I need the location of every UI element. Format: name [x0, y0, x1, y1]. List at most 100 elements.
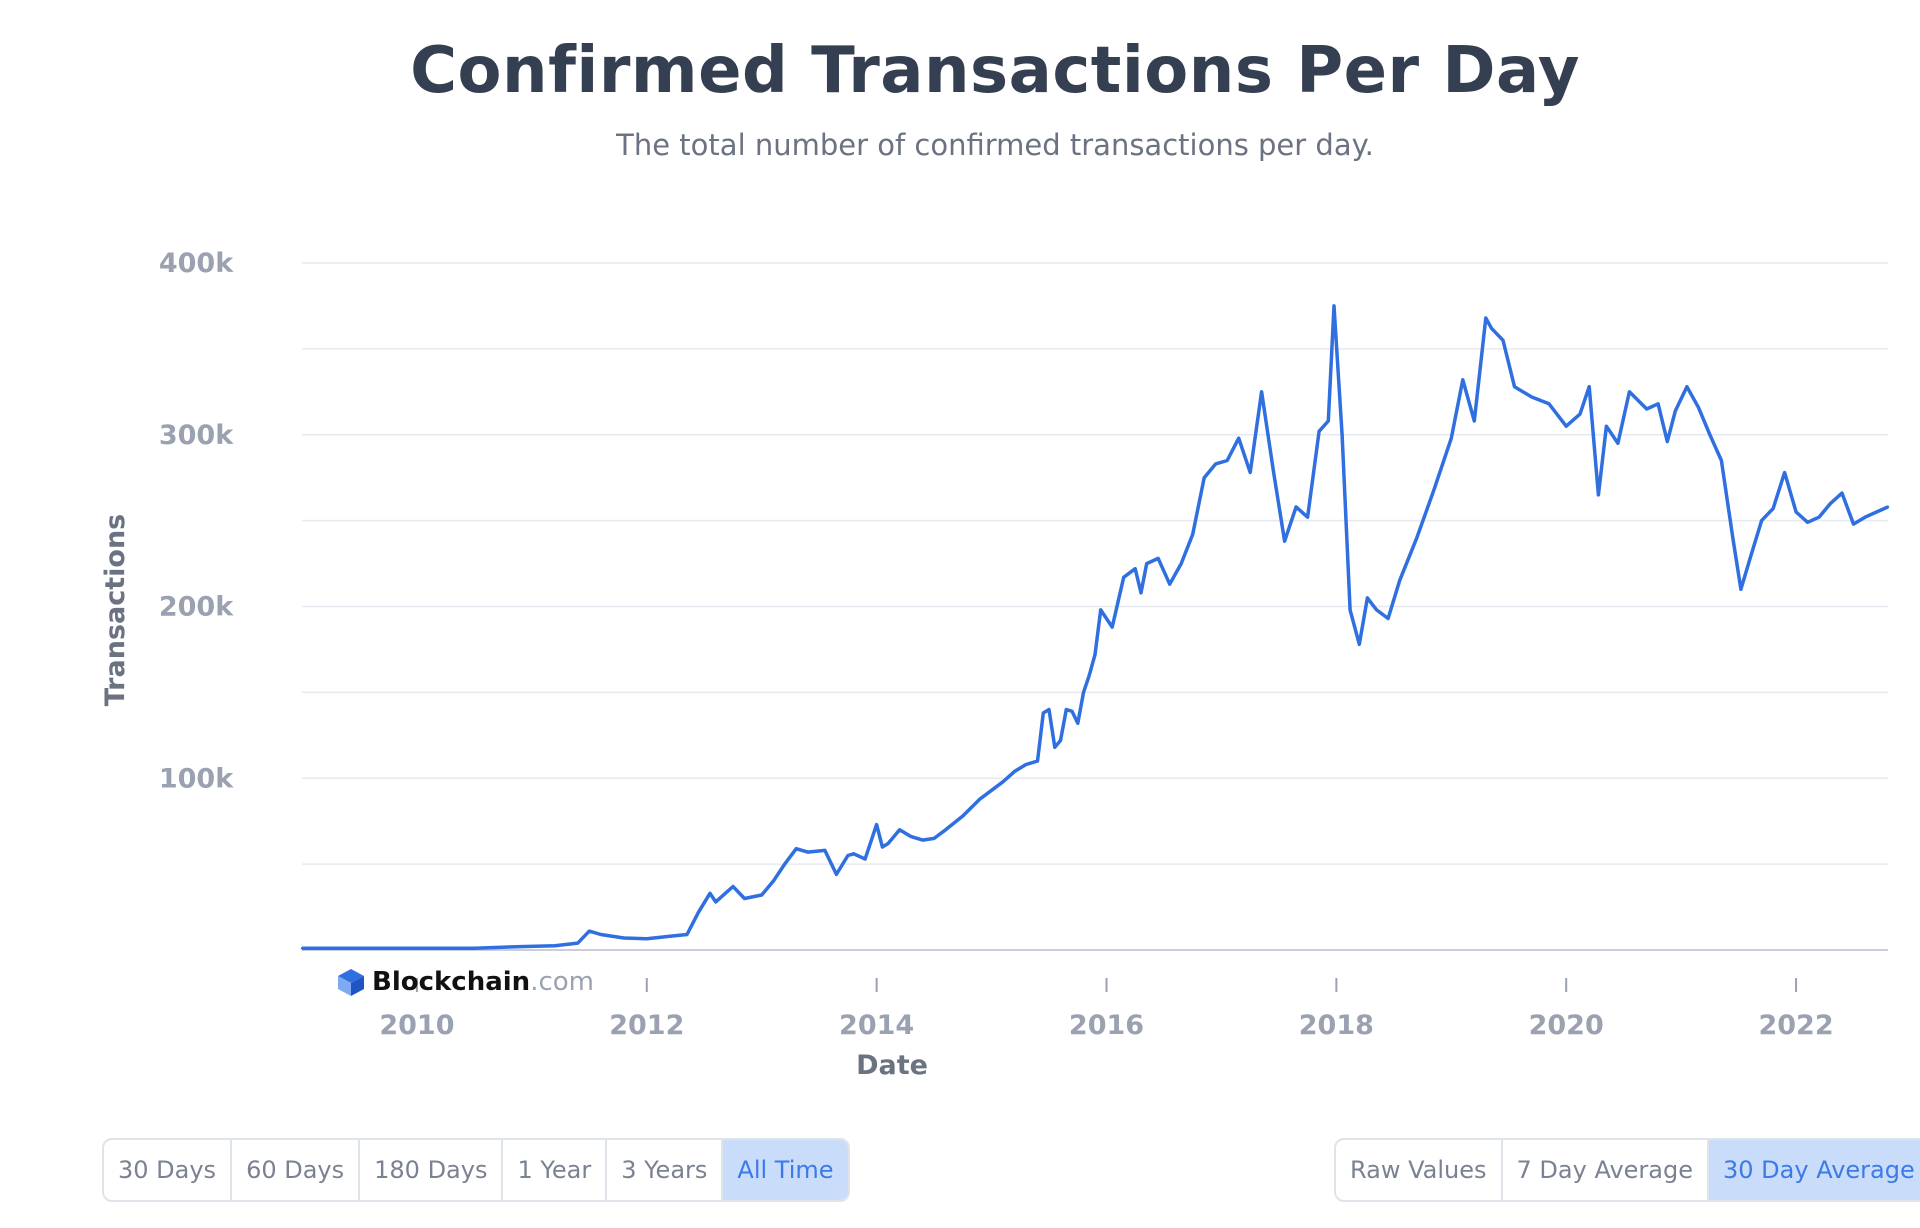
data-point	[1168, 582, 1171, 586]
data-point	[1748, 557, 1752, 560]
data-point	[1697, 406, 1700, 409]
y-tick-label: 300k	[159, 420, 234, 451]
data-point	[1513, 385, 1516, 388]
data-point	[961, 814, 965, 818]
data-point	[1082, 691, 1085, 694]
data-point	[1863, 515, 1867, 519]
data-point	[1294, 505, 1298, 509]
data-point	[909, 835, 913, 838]
data-point	[794, 847, 798, 850]
data-point	[645, 937, 648, 941]
data-point	[1597, 493, 1600, 497]
data-point	[1731, 536, 1735, 539]
data-point	[1248, 471, 1252, 474]
logo-brand: Blockchain	[372, 967, 531, 997]
data-point	[1708, 433, 1712, 436]
data-point	[1645, 407, 1648, 411]
data-point	[1202, 476, 1206, 479]
range-button-all-time[interactable]: All Time	[723, 1140, 848, 1200]
data-point	[990, 789, 993, 792]
data-point	[1565, 424, 1568, 428]
data-point	[1139, 591, 1143, 594]
range-button-30-days[interactable]: 30 Days	[104, 1140, 233, 1200]
x-axis-ticks: 2010 2012 2014 2016 2018 2020 2022	[379, 978, 1834, 1041]
data-point	[1886, 505, 1890, 509]
data-point	[1386, 617, 1390, 620]
x-tick-label: 2018	[1299, 1010, 1374, 1041]
data-point	[1271, 467, 1275, 471]
data-point	[1065, 708, 1068, 711]
data-point	[1001, 780, 1005, 783]
data-point	[1530, 395, 1533, 399]
range-button-1-year[interactable]: 1 Year	[503, 1140, 608, 1200]
data-point	[685, 933, 689, 936]
data-point	[519, 945, 522, 948]
data-point	[1214, 462, 1217, 466]
data-point	[1490, 327, 1493, 330]
data-point	[697, 911, 700, 914]
data-point	[1875, 510, 1878, 514]
data-point	[944, 828, 947, 831]
data-point	[473, 947, 476, 950]
data-point	[1674, 409, 1677, 412]
y-axis-ticks: 100k 200k 300k 400k	[159, 248, 234, 794]
data-point	[863, 857, 867, 861]
data-point	[714, 900, 717, 904]
data-point	[1829, 502, 1832, 505]
data-point	[1191, 533, 1194, 536]
average-button-raw-values[interactable]: Raw Values	[1336, 1140, 1503, 1200]
line-chart: 100k 200k 300k 400k 2010 2012 2014 2016 2018 202…	[100, 248, 1890, 1081]
data-point	[1398, 579, 1401, 582]
data-point	[921, 838, 924, 842]
data-point	[1840, 491, 1844, 495]
data-point	[1070, 710, 1074, 713]
data-point	[1134, 567, 1137, 570]
data-point	[1076, 722, 1079, 725]
data-point	[1237, 436, 1240, 440]
data-point	[823, 849, 827, 852]
data-point	[743, 897, 746, 900]
data-point	[846, 854, 850, 857]
data-point	[1501, 339, 1505, 342]
blockchain-logo-icon	[338, 969, 364, 996]
range-button-3-years[interactable]: 3 Years	[607, 1140, 724, 1200]
x-tick-label: 2016	[1069, 1010, 1144, 1041]
range-button-180-days[interactable]: 180 Days	[360, 1140, 504, 1200]
data-point	[1771, 507, 1775, 510]
chart-subtitle: The total number of confirmed transactio…	[616, 128, 1374, 162]
data-point	[415, 947, 419, 950]
data-point	[1024, 763, 1028, 766]
average-button-30-day-average[interactable]: 30 Day Average	[1709, 1140, 1920, 1200]
data-point	[783, 862, 786, 866]
average-button-7-day-average[interactable]: 7 Day Average	[1503, 1140, 1710, 1200]
data-point	[1348, 608, 1352, 612]
data-point	[1473, 419, 1476, 423]
data-point	[1122, 576, 1125, 579]
data-point	[1616, 442, 1620, 445]
time-range-selector: 30 Days 60 Days 180 Days 1 Year 3 Years All T…	[102, 1138, 850, 1202]
data-point	[622, 936, 625, 940]
data-point	[1432, 488, 1436, 491]
blockchain-logo: Blockchain .com	[336, 966, 594, 998]
data-point	[1306, 515, 1309, 519]
data-point	[1739, 588, 1743, 591]
data-point	[760, 893, 763, 897]
data-point	[806, 850, 809, 854]
data-point	[1317, 430, 1321, 433]
data-point	[576, 941, 580, 945]
data-point	[886, 842, 890, 845]
data-point	[358, 947, 361, 950]
data-point	[1806, 521, 1809, 524]
data-point	[1283, 540, 1286, 543]
data-point	[881, 845, 884, 849]
data-point	[835, 873, 838, 876]
y-tick-label: 200k	[159, 592, 234, 623]
data-point	[1794, 510, 1798, 514]
averaging-selector: Raw Values 7 Day Average 30 Day Average	[1334, 1138, 1920, 1202]
data-point	[1760, 519, 1763, 522]
data-point	[1547, 402, 1551, 406]
data-point	[1088, 674, 1091, 677]
range-button-60-days[interactable]: 60 Days	[232, 1140, 361, 1200]
series-line	[302, 304, 1889, 951]
data-point	[1783, 471, 1786, 474]
